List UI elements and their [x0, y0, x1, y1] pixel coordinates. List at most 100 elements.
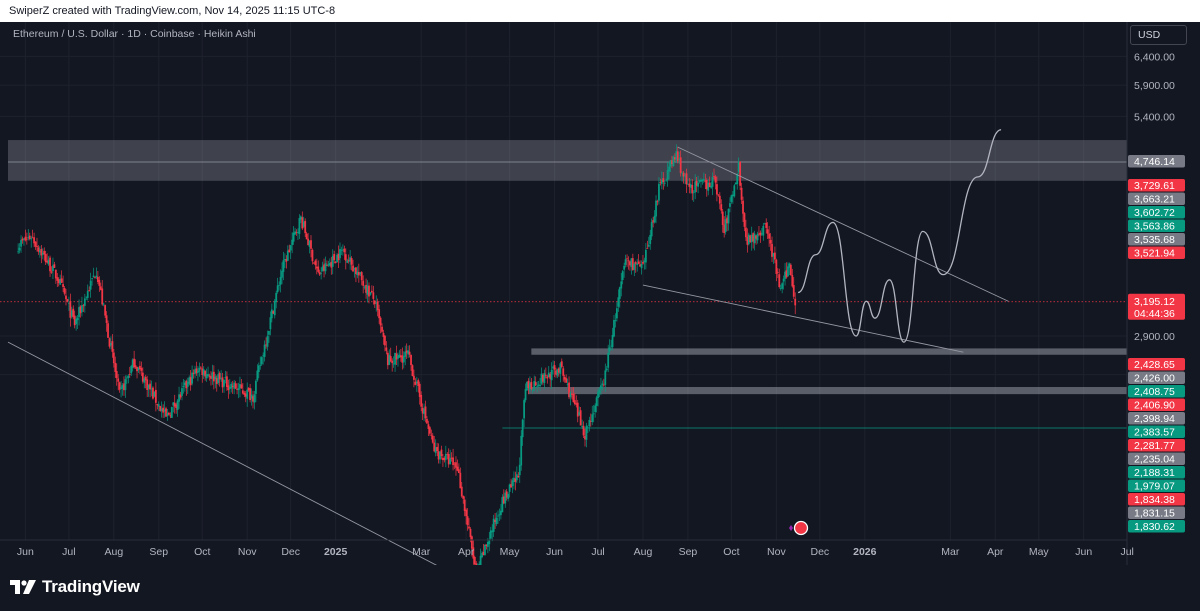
candle-body[interactable] [594, 405, 597, 413]
supply-demand-zone[interactable] [528, 387, 1127, 395]
candle-body[interactable] [749, 235, 752, 243]
candle-body[interactable] [266, 336, 269, 347]
candle-body[interactable] [156, 404, 159, 406]
candle-body[interactable] [421, 407, 424, 414]
candle-body[interactable] [502, 496, 505, 504]
candle-body[interactable] [134, 365, 137, 368]
candle-body[interactable] [176, 400, 179, 411]
candle-body[interactable] [546, 376, 549, 379]
candle-body[interactable] [515, 474, 518, 481]
candle-body[interactable] [365, 284, 367, 293]
candle-body[interactable] [214, 376, 217, 380]
candle-body[interactable] [44, 254, 47, 263]
candle-body[interactable] [201, 368, 204, 375]
candle-body[interactable] [737, 161, 740, 172]
candle-body[interactable] [742, 200, 744, 214]
candle-body[interactable] [301, 217, 304, 229]
candle-body[interactable] [611, 334, 614, 348]
candle-body[interactable] [343, 248, 346, 253]
candle-body[interactable] [689, 184, 692, 188]
candle-body[interactable] [530, 381, 533, 389]
candle-body[interactable] [276, 285, 279, 293]
price-tag[interactable] [1128, 192, 1185, 206]
candle-body[interactable] [294, 231, 296, 235]
candle-body[interactable] [636, 263, 639, 265]
candle-body[interactable] [98, 279, 101, 286]
candle-body[interactable] [776, 272, 779, 273]
candle-body[interactable] [389, 356, 392, 362]
candle-body[interactable] [152, 387, 154, 399]
candle-body[interactable] [62, 284, 64, 287]
candle-body[interactable] [172, 402, 175, 406]
candle-body[interactable] [695, 180, 698, 186]
candle-body[interactable] [399, 355, 402, 358]
candle-body[interactable] [117, 378, 120, 382]
candle-body[interactable] [672, 156, 675, 167]
candle-body[interactable] [471, 536, 473, 549]
price-tag[interactable] [1128, 412, 1185, 425]
candle-body[interactable] [415, 381, 418, 384]
candle-body[interactable] [410, 354, 412, 366]
candle-body[interactable] [208, 375, 211, 377]
candle-body[interactable] [598, 389, 601, 393]
price-tag[interactable] [1128, 233, 1185, 246]
candle-body[interactable] [763, 223, 766, 225]
chart-panel[interactable]: 6,400.005,900.005,400.002,900.002,600.00… [0, 22, 1200, 565]
candle-body[interactable] [544, 374, 547, 376]
candle-body[interactable] [552, 366, 555, 369]
candle-body[interactable] [285, 259, 288, 262]
candle-body[interactable] [327, 264, 330, 266]
candle-body[interactable] [572, 394, 575, 403]
candle-body[interactable] [685, 173, 688, 185]
candle-body[interactable] [700, 180, 702, 182]
candle-body[interactable] [505, 491, 508, 498]
candle-body[interactable] [665, 180, 668, 182]
candle-body[interactable] [745, 227, 747, 238]
sparkle-icon[interactable] [789, 525, 793, 531]
candle-body[interactable] [217, 374, 220, 384]
candle-body[interactable] [536, 386, 539, 388]
candle-body[interactable] [634, 262, 637, 264]
candle-body[interactable] [46, 260, 49, 263]
candle-body[interactable] [111, 341, 114, 352]
candle-body[interactable] [698, 180, 701, 182]
candle-body[interactable] [565, 378, 568, 383]
candle-body[interactable] [56, 277, 59, 281]
candle-body[interactable] [120, 387, 122, 389]
candle-body[interactable] [473, 556, 476, 565]
candle-body[interactable] [159, 406, 162, 411]
candle-body[interactable] [144, 376, 147, 381]
price-tag[interactable] [1128, 425, 1185, 439]
candle-body[interactable] [608, 347, 611, 352]
candle-body[interactable] [153, 391, 156, 397]
candle-body[interactable] [676, 151, 679, 161]
candle-body[interactable] [227, 385, 230, 391]
candle-body[interactable] [472, 547, 475, 559]
candle-body[interactable] [23, 238, 25, 240]
candle-body[interactable] [127, 375, 130, 379]
candle-body[interactable] [772, 253, 775, 257]
candle-body[interactable] [70, 310, 73, 317]
candle-body[interactable] [694, 181, 697, 193]
candle-body[interactable] [318, 272, 321, 275]
candle-body[interactable] [397, 355, 399, 359]
candle-body[interactable] [518, 464, 521, 476]
candle-body[interactable] [391, 360, 394, 364]
candle-body[interactable] [279, 277, 282, 285]
candle-body[interactable] [173, 402, 176, 407]
candle-body[interactable] [427, 424, 430, 429]
candle-body[interactable] [673, 157, 676, 160]
candle-body[interactable] [321, 266, 324, 272]
candle-body[interactable] [659, 182, 662, 183]
candle-body[interactable] [460, 486, 463, 497]
candle-body[interactable] [489, 530, 492, 539]
currency-selector[interactable]: USD [1130, 25, 1187, 45]
candle-body[interactable] [653, 215, 656, 223]
candle-body[interactable] [49, 257, 51, 272]
candle-body[interactable] [743, 213, 746, 227]
candle-body[interactable] [595, 397, 598, 407]
candle-body[interactable] [220, 378, 223, 380]
candle-body[interactable] [183, 382, 186, 386]
candle-body[interactable] [369, 292, 372, 295]
candle-body[interactable] [140, 368, 143, 371]
